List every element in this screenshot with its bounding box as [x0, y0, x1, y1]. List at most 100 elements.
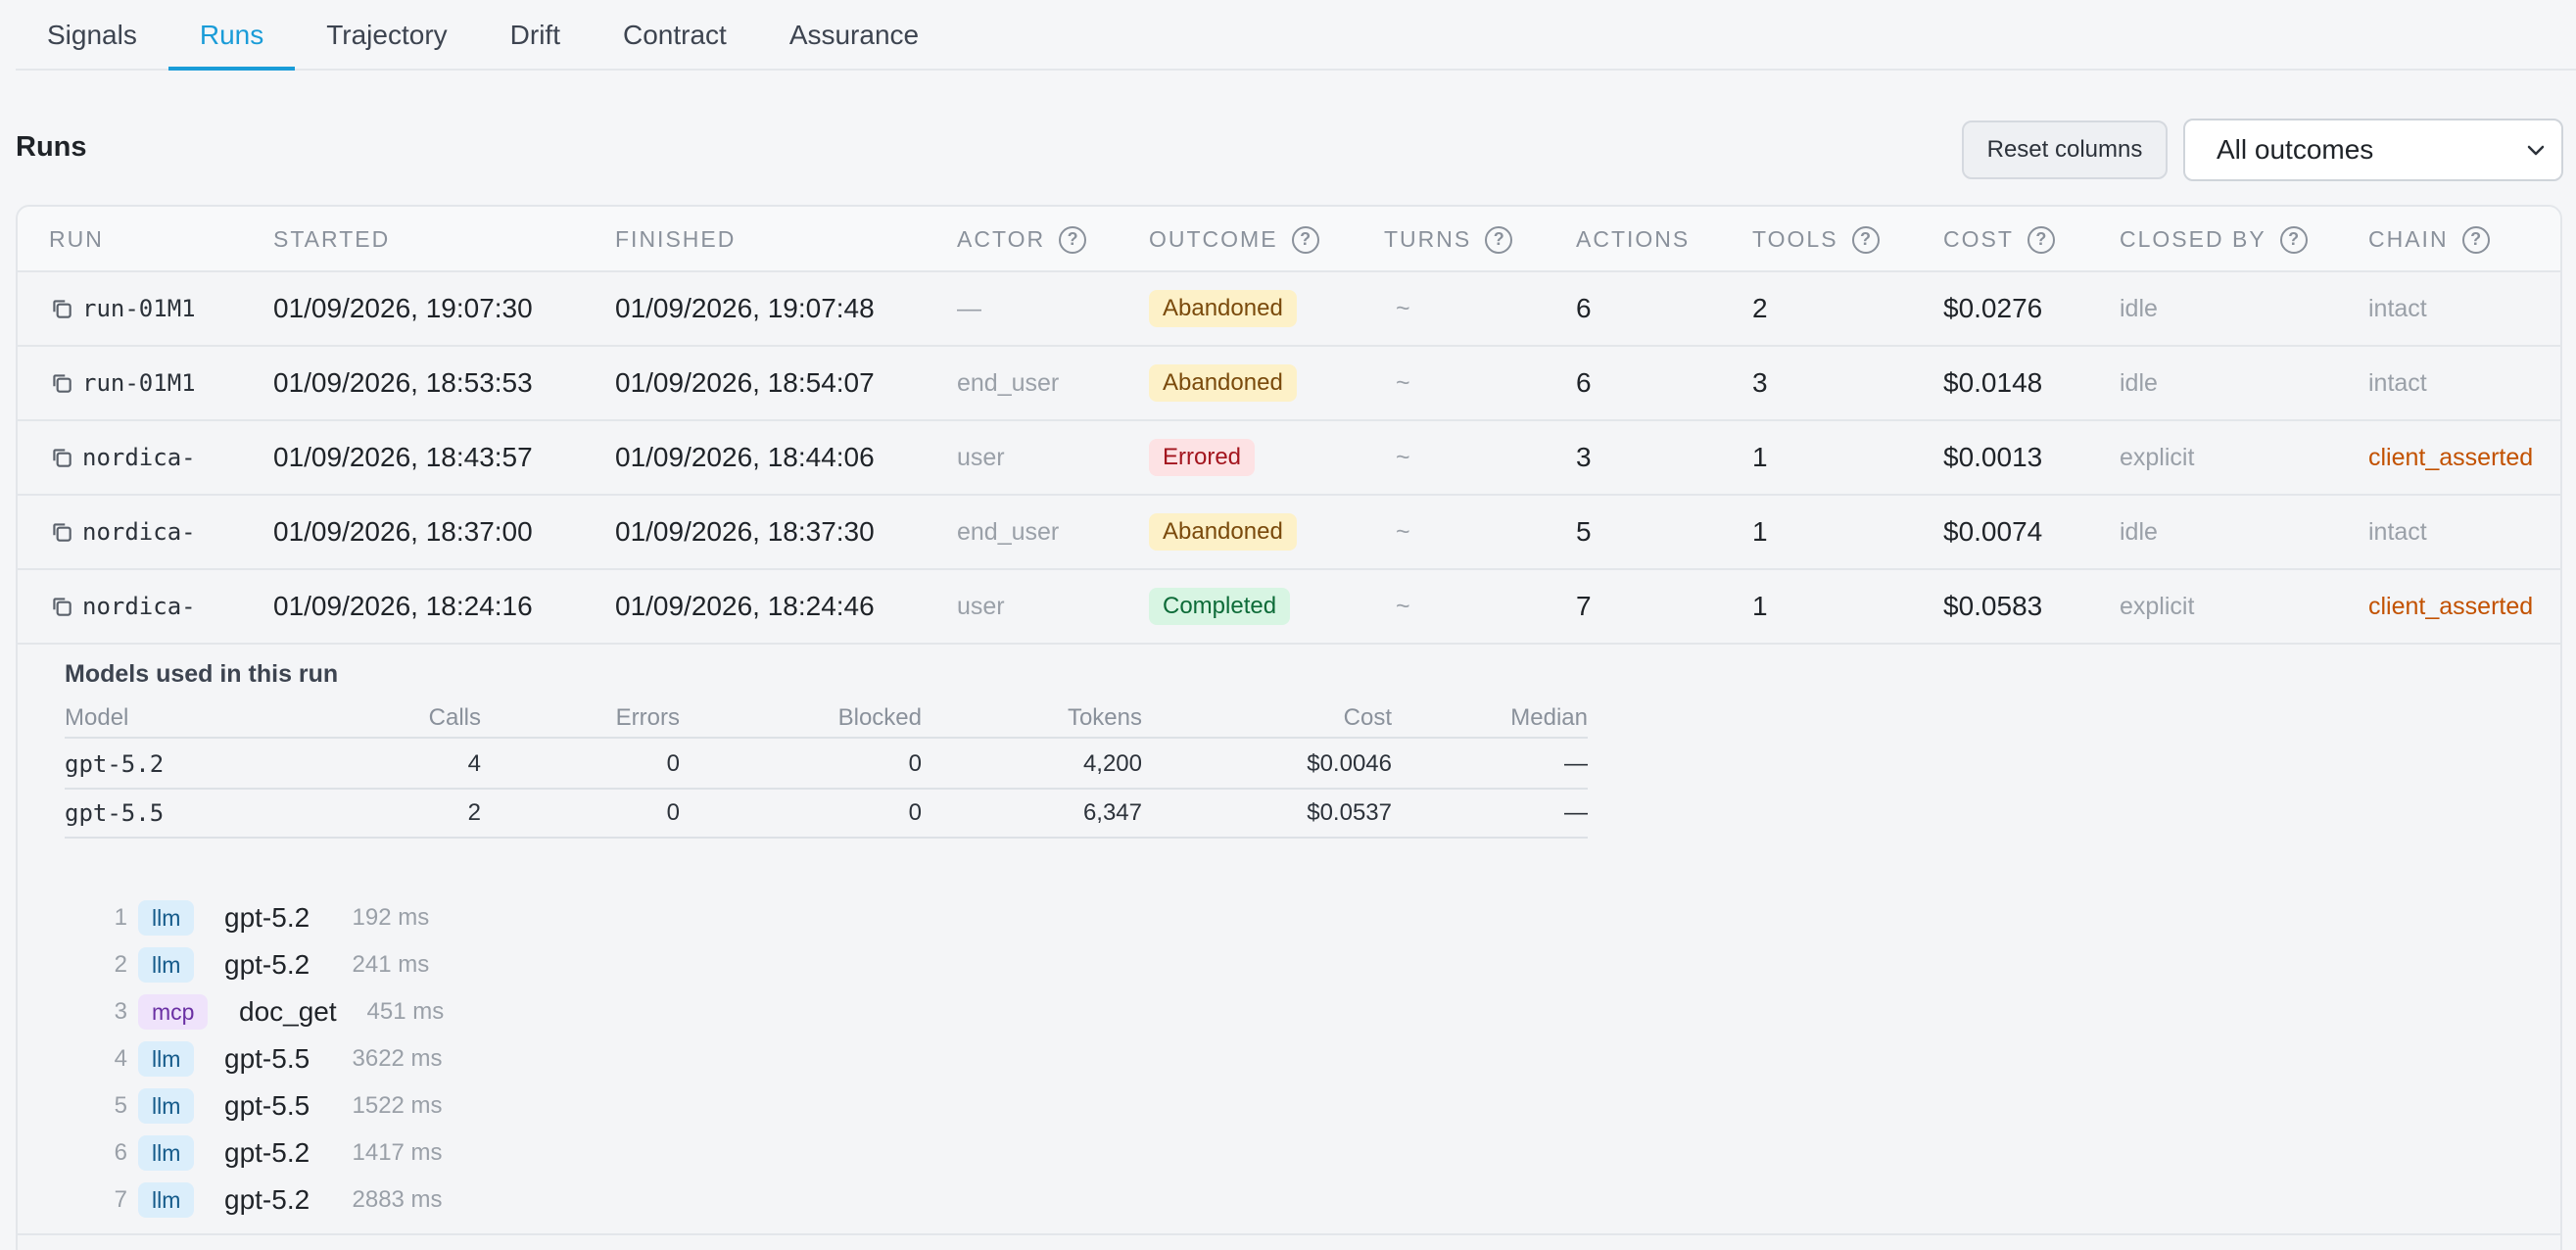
- step-item[interactable]: 7 llm gpt-5.2 2883 ms: [18, 1177, 605, 1224]
- model-cost: $0.0537: [1307, 799, 1392, 826]
- col-closed-by[interactable]: CLOSED BY?: [2120, 207, 2308, 272]
- outcome-cell: Abandoned: [1149, 347, 1297, 419]
- col-finished[interactable]: FINISHED: [615, 226, 737, 252]
- models-col-model: Model: [65, 704, 129, 731]
- help-icon[interactable]: ?: [1851, 225, 1880, 254]
- started-cell: 01/09/2026, 18:43:57: [273, 442, 533, 472]
- col-chain[interactable]: CHAIN?: [2368, 207, 2490, 272]
- col-outcome[interactable]: OUTCOME?: [1149, 207, 1319, 272]
- run-id-cell[interactable]: nordica-: [49, 570, 196, 643]
- step-item[interactable]: 2 llm gpt-5.2 241 ms: [18, 941, 605, 988]
- step-duration: 2883 ms: [352, 1186, 443, 1213]
- tab-signals[interactable]: Signals: [47, 20, 137, 50]
- model-row: gpt-5.5 2 0 0 6,347 $0.0537 —: [65, 790, 1588, 839]
- tab-runs[interactable]: Runs: [167, 0, 296, 71]
- step-number: 5: [114, 1092, 127, 1119]
- model-row: gpt-5.2 4 0 0 4,200 $0.0046 —: [65, 741, 1588, 790]
- table-row[interactable]: run-01M1 01/09/2026, 18:53:53 01/09/2026…: [18, 347, 2560, 421]
- col-cost[interactable]: COST?: [1943, 207, 2055, 272]
- run-id-cell[interactable]: nordica-: [49, 496, 196, 568]
- help-icon[interactable]: ?: [2279, 225, 2308, 254]
- step-duration: 241 ms: [352, 951, 430, 978]
- model-median: —: [1564, 799, 1588, 826]
- tab-assurance[interactable]: Assurance: [788, 20, 920, 50]
- copy-icon[interactable]: [49, 370, 74, 396]
- started-cell: 01/09/2026, 19:07:30: [273, 293, 533, 323]
- models-table-header: Model Calls Errors Blocked Tokens Cost M…: [65, 699, 1588, 739]
- step-item[interactable]: 1 llm gpt-5.2 192 ms: [18, 894, 605, 941]
- table-row[interactable]: nordica- 01/09/2026, 18:43:57 01/09/2026…: [18, 421, 2560, 496]
- runs-table: RUN STARTED FINISHED ACTOR? OUTCOME? TUR…: [16, 205, 2562, 1250]
- col-run[interactable]: RUN: [49, 226, 104, 252]
- table-row[interactable]: nordica- 01/09/2026, 18:24:16 01/09/2026…: [18, 570, 2560, 645]
- table-row[interactable]: nordica- 01/09/2026, 18:37:00 01/09/2026…: [18, 496, 2560, 570]
- models-title: Models used in this run: [65, 660, 339, 688]
- chain-cell: client_asserted: [2368, 592, 2534, 620]
- models-col-blocked: Blocked: [837, 704, 922, 731]
- copy-icon[interactable]: [49, 594, 74, 619]
- status-badge: Abandoned: [1149, 364, 1297, 402]
- col-actions[interactable]: ACTIONS: [1576, 226, 1691, 252]
- model-tokens: 4,200: [1082, 750, 1142, 777]
- help-icon[interactable]: ?: [1059, 225, 1087, 254]
- copy-icon[interactable]: [49, 296, 74, 321]
- step-kind-badge: llm: [138, 1041, 195, 1077]
- step-duration: 1417 ms: [352, 1139, 443, 1166]
- col-turns[interactable]: TURNS?: [1384, 207, 1513, 272]
- step-kind-badge: llm: [138, 900, 195, 936]
- models-col-cost: Cost: [1343, 704, 1392, 731]
- step-kind-badge: llm: [138, 1088, 195, 1124]
- tab-trajectory[interactable]: Trajectory: [326, 20, 448, 50]
- tools-cell: 1: [1752, 591, 1768, 621]
- status-badge: Errored: [1149, 439, 1256, 476]
- help-icon[interactable]: ?: [1291, 225, 1319, 254]
- help-icon[interactable]: ?: [1485, 225, 1513, 254]
- step-kind-badge: llm: [138, 1182, 195, 1218]
- reset-columns-button[interactable]: Reset columns: [1962, 120, 2168, 179]
- step-name: gpt-5.5: [224, 1043, 310, 1074]
- copy-icon[interactable]: [49, 519, 74, 545]
- tab-drift[interactable]: Drift: [509, 20, 560, 50]
- run-id-cell[interactable]: run-01M1: [49, 272, 196, 345]
- finished-cell: 01/09/2026, 18:54:07: [615, 367, 875, 398]
- tab-contract[interactable]: Contract: [622, 20, 727, 50]
- outcome-cell: Abandoned: [1149, 272, 1297, 345]
- outcome-filter-select[interactable]: All outcomes: [2183, 119, 2563, 181]
- step-name: doc_get: [239, 996, 337, 1027]
- closed-by-cell: idle: [2120, 517, 2158, 546]
- status-badge: Abandoned: [1149, 513, 1297, 551]
- help-icon[interactable]: ?: [2027, 225, 2055, 254]
- run-id-cell[interactable]: nordica-: [49, 421, 196, 494]
- models-col-calls: Calls: [428, 704, 481, 731]
- model-name: gpt-5.2: [65, 750, 165, 778]
- step-item[interactable]: 4 llm gpt-5.5 3622 ms: [18, 1035, 605, 1082]
- closed-by-cell: idle: [2120, 294, 2158, 322]
- table-row[interactable]: run-01M1 01/09/2026, 19:07:30 01/09/2026…: [18, 272, 2560, 347]
- col-started[interactable]: STARTED: [273, 226, 391, 252]
- step-duration: 451 ms: [366, 998, 445, 1025]
- col-tools[interactable]: TOOLS?: [1752, 207, 1880, 272]
- outcome-cell: Errored: [1149, 421, 1256, 494]
- step-number: 6: [114, 1139, 127, 1166]
- step-item[interactable]: 6 llm gpt-5.2 1417 ms: [18, 1130, 605, 1177]
- models-col-tokens: Tokens: [1067, 704, 1142, 731]
- col-actor[interactable]: ACTOR?: [957, 207, 1087, 272]
- model-calls: 2: [467, 799, 481, 826]
- status-badge: Completed: [1149, 588, 1291, 625]
- run-id: run-01M1: [82, 295, 196, 322]
- divider: [18, 1233, 2560, 1235]
- tools-cell: 3: [1752, 367, 1768, 398]
- copy-icon[interactable]: [49, 445, 74, 470]
- status-badge: Abandoned: [1149, 290, 1297, 327]
- actor-cell: user: [957, 592, 1005, 620]
- model-blocked: 0: [908, 750, 922, 777]
- step-item[interactable]: 3 mcp doc_get 451 ms: [18, 988, 605, 1035]
- help-icon[interactable]: ?: [2461, 225, 2490, 254]
- step-number: 1: [114, 904, 127, 931]
- run-id-cell[interactable]: run-01M1: [49, 347, 196, 419]
- model-errors: 0: [666, 750, 680, 777]
- step-item[interactable]: 5 llm gpt-5.5 1522 ms: [18, 1082, 605, 1130]
- turns-cell: ~: [1396, 368, 1410, 397]
- cost-cell: $0.0148: [1943, 367, 2043, 398]
- tools-cell: 1: [1752, 516, 1768, 547]
